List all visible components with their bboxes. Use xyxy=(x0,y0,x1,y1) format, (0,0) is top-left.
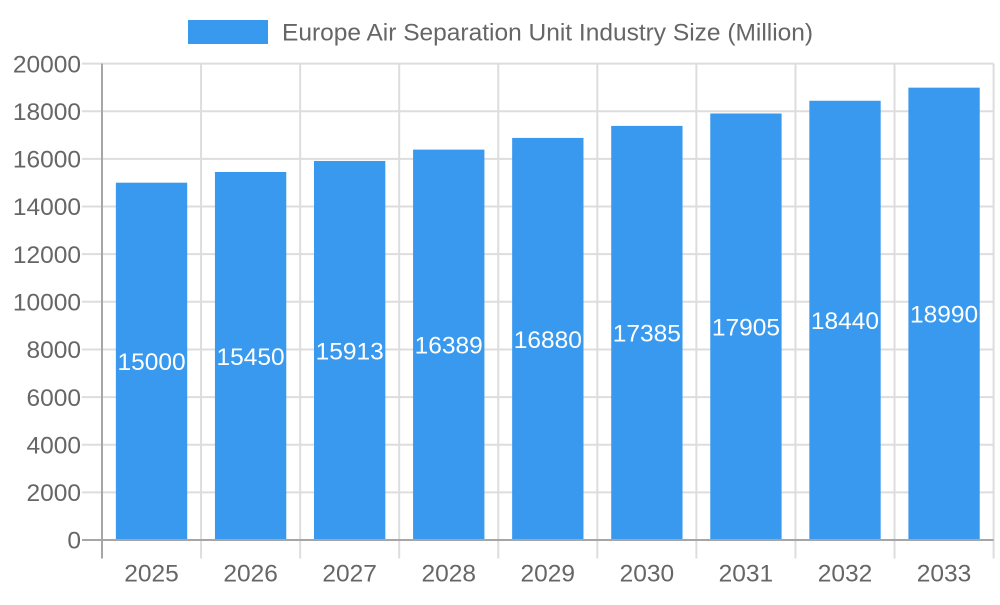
svg-text:10000: 10000 xyxy=(13,290,81,317)
svg-text:17905: 17905 xyxy=(712,315,780,342)
svg-text:2031: 2031 xyxy=(719,561,774,588)
svg-text:17385: 17385 xyxy=(613,321,681,348)
svg-text:18990: 18990 xyxy=(910,302,978,329)
svg-text:15000: 15000 xyxy=(117,349,185,376)
svg-text:4000: 4000 xyxy=(26,432,81,459)
svg-text:0: 0 xyxy=(67,528,81,555)
svg-text:20000: 20000 xyxy=(13,51,81,78)
svg-text:2026: 2026 xyxy=(223,561,278,588)
svg-text:16000: 16000 xyxy=(13,147,81,174)
svg-text:14000: 14000 xyxy=(13,194,81,221)
svg-text:2032: 2032 xyxy=(818,561,873,588)
svg-text:18000: 18000 xyxy=(13,99,81,126)
svg-text:2029: 2029 xyxy=(521,561,576,588)
svg-text:12000: 12000 xyxy=(13,242,81,269)
svg-text:16880: 16880 xyxy=(514,327,582,354)
svg-text:2000: 2000 xyxy=(26,480,81,507)
svg-text:2025: 2025 xyxy=(124,561,179,588)
svg-text:18440: 18440 xyxy=(811,308,879,335)
svg-text:15450: 15450 xyxy=(217,344,285,371)
svg-text:15913: 15913 xyxy=(316,338,384,365)
svg-text:Europe Air Separation Unit Ind: Europe Air Separation Unit Industry Size… xyxy=(282,20,813,47)
svg-text:2027: 2027 xyxy=(322,561,377,588)
svg-text:16389: 16389 xyxy=(415,333,483,360)
svg-text:6000: 6000 xyxy=(26,385,81,412)
svg-text:8000: 8000 xyxy=(26,337,81,364)
svg-text:2030: 2030 xyxy=(620,561,675,588)
svg-text:2033: 2033 xyxy=(917,561,972,588)
svg-text:2028: 2028 xyxy=(421,561,476,588)
